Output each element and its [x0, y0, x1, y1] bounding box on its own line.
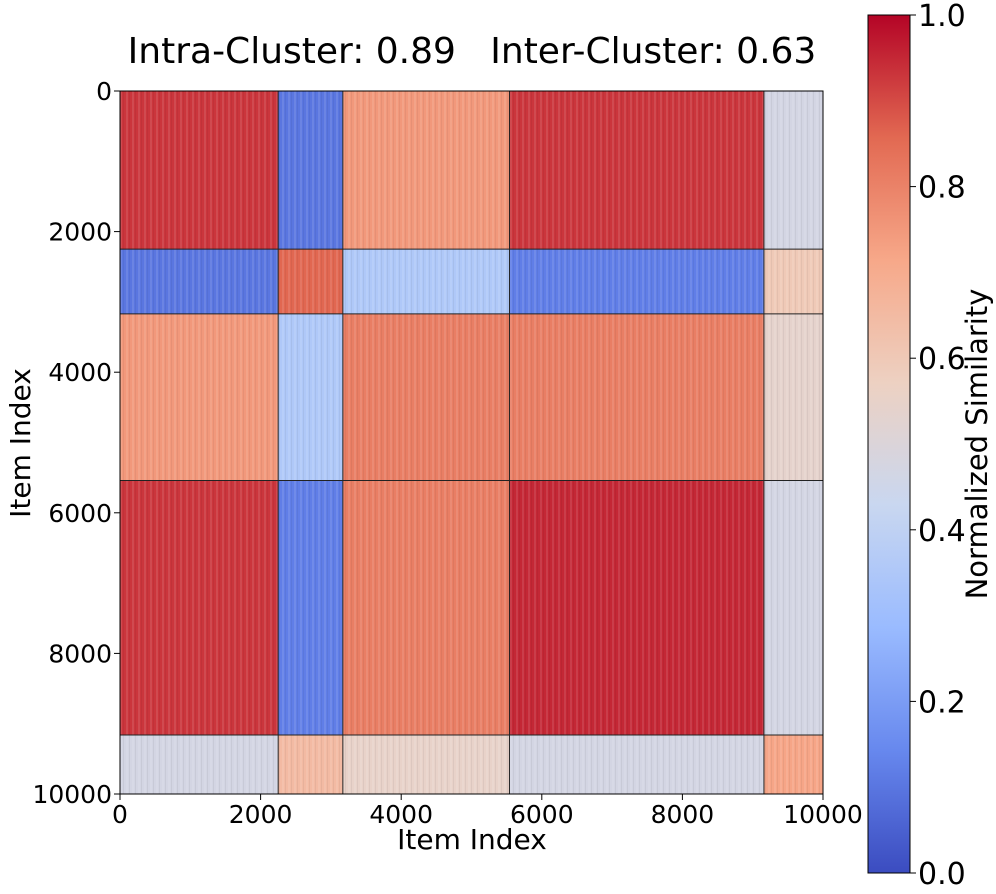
- colorbar: [867, 14, 911, 874]
- colorbar-tick-label: 0.8: [918, 171, 966, 206]
- x-tick-label: 6000: [510, 800, 574, 829]
- y-tick-label: 0: [96, 77, 112, 106]
- colorbar-ticks: 0.0 0.2 0.4 0.6 0.8 1.0: [910, 0, 966, 892]
- x-tick-label: 10000: [783, 800, 863, 829]
- plot-frame: [119, 90, 824, 795]
- y-tick-label: 6000: [48, 499, 112, 528]
- x-tick-label: 0: [112, 800, 128, 829]
- colorbar-tick-label: 0.6: [918, 342, 966, 377]
- heatmap-texture: [120, 91, 823, 794]
- y-axis-label: Item Index: [4, 368, 37, 518]
- cluster-boundaries: [120, 91, 823, 794]
- x-tick-label: 4000: [369, 800, 433, 829]
- x-axis-ticks: 0 2000 4000 6000 8000 10000: [112, 794, 863, 829]
- x-tick-label: 8000: [651, 800, 715, 829]
- colorbar-label: Normalized Similarity: [960, 289, 994, 600]
- chart-title: Intra-Cluster: 0.89 Inter-Cluster: 0.63: [128, 31, 817, 72]
- y-tick-label: 10000: [32, 780, 112, 809]
- colorbar-tick-label: 0.0: [918, 857, 966, 892]
- y-axis-ticks: 0 2000 4000 6000 8000 10000: [32, 77, 120, 809]
- colorbar-tick-label: 0.2: [918, 685, 966, 720]
- colorbar-tick-label: 0.4: [918, 514, 966, 549]
- y-tick-label: 8000: [48, 639, 112, 668]
- y-tick-label: 4000: [48, 358, 112, 387]
- x-axis-label: Item Index: [397, 823, 547, 856]
- colorbar-tick-label: 1.0: [918, 0, 966, 34]
- y-tick-label: 2000: [48, 218, 112, 247]
- x-tick-label: 2000: [229, 800, 293, 829]
